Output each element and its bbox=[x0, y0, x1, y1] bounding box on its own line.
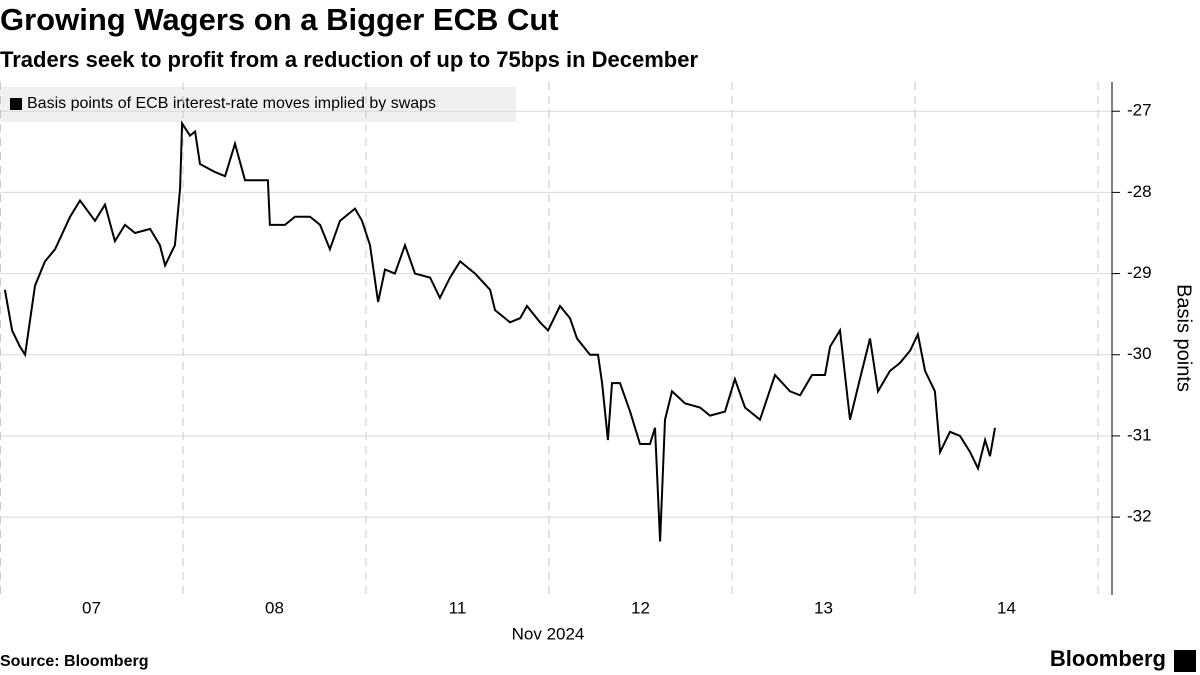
x-tick-label: 07 bbox=[82, 598, 101, 617]
y-tick-label: -31 bbox=[1127, 425, 1152, 444]
legend-swatch bbox=[10, 98, 22, 110]
y-tick-label: -28 bbox=[1127, 182, 1152, 201]
x-axis-label: Nov 2024 bbox=[512, 624, 585, 643]
source: Source: Bloomberg bbox=[0, 653, 148, 670]
brand-icon bbox=[1174, 650, 1196, 672]
x-tick-label: 11 bbox=[449, 598, 467, 617]
legend-box bbox=[0, 87, 516, 122]
brand: Bloomberg bbox=[1050, 646, 1166, 671]
x-tick-label: 13 bbox=[814, 598, 833, 617]
x-tick-label: 08 bbox=[265, 598, 284, 617]
data-line bbox=[3, 120, 996, 542]
legend-label: Basis points of ECB interest-rate moves … bbox=[27, 95, 436, 112]
y-axis-label: Basis points bbox=[1173, 284, 1195, 392]
chart-title: Growing Wagers on a Bigger ECB Cut bbox=[0, 2, 559, 37]
chart-subtitle: Traders seek to profit from a reduction … bbox=[0, 47, 698, 72]
y-tick-label: -27 bbox=[1127, 101, 1152, 120]
y-tick-label: -30 bbox=[1127, 344, 1152, 363]
x-tick-label: 12 bbox=[631, 598, 650, 617]
y-tick-label: -32 bbox=[1127, 507, 1152, 526]
x-tick-label: 14 bbox=[997, 598, 1016, 617]
y-tick-label: -29 bbox=[1127, 263, 1152, 282]
